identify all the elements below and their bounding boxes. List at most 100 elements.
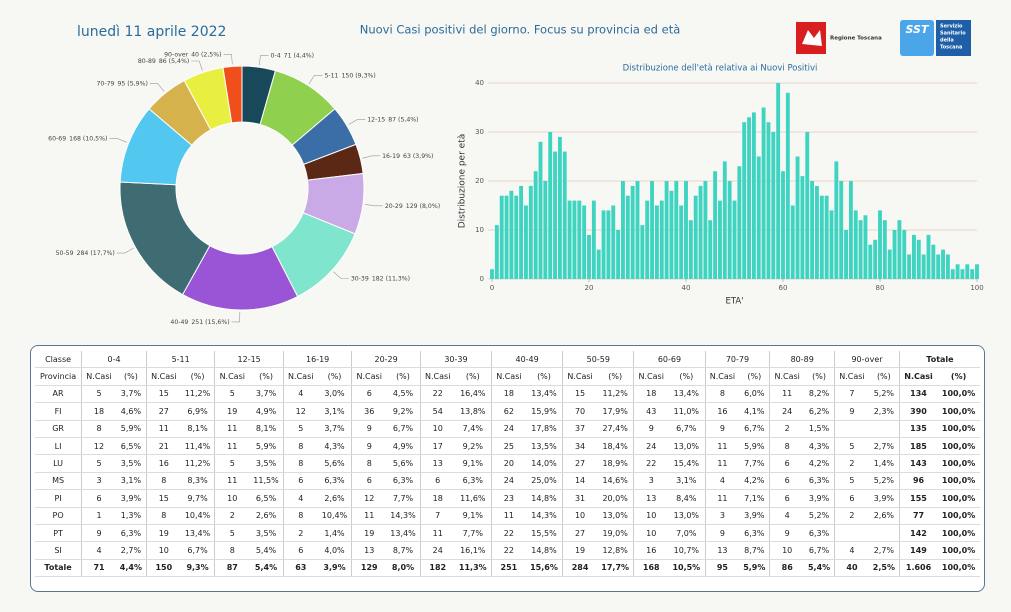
table-cell: 4,5%	[386, 385, 421, 404]
table-cell: 10	[633, 507, 669, 525]
table-cell: 11,0%	[668, 402, 706, 421]
bar	[718, 200, 722, 279]
slice-value: 71 (4,4%)	[284, 52, 314, 59]
table-cell: 6	[81, 489, 116, 508]
table-cell: 15,4%	[668, 454, 706, 473]
slice-label: 60-69 168 (10,5%)	[48, 136, 107, 143]
slice-value: 284 (17,7%)	[77, 250, 115, 257]
y-tick-label: 40	[475, 79, 484, 87]
bar	[742, 122, 747, 279]
table-cell: 3,7%	[115, 385, 147, 404]
table-cell: 19	[351, 524, 387, 543]
bar	[562, 151, 567, 279]
table-cell: 18	[81, 402, 116, 421]
subheader-cell: (%)	[868, 367, 900, 386]
table-cell: 129	[351, 558, 387, 578]
table-cell: 17,7%	[596, 558, 634, 578]
slice-category: 80-89	[138, 58, 156, 65]
bar	[790, 205, 795, 279]
slice-label: 50-59 284 (17,7%)	[56, 250, 115, 257]
subheader-cell: (%)	[668, 367, 706, 386]
bar	[945, 254, 950, 279]
table-cell: 3	[704, 507, 740, 525]
bar	[882, 220, 887, 279]
table-cell: 8	[145, 507, 181, 525]
subheader-cell: (%)	[525, 367, 563, 386]
bar	[776, 83, 781, 279]
table-cell: 5	[81, 454, 116, 473]
table-cell: 15	[145, 489, 181, 508]
bar	[761, 107, 766, 279]
class-header: 70-79	[704, 351, 770, 369]
table-cell: 10	[145, 541, 181, 560]
subheader-cell: (%)	[937, 367, 980, 386]
table-cell: 24	[419, 541, 455, 560]
subheader-cell: N.Casi	[351, 367, 387, 386]
x-tick-label: 0	[490, 284, 494, 292]
class-header: 60-69	[633, 351, 706, 369]
table-cell: 36	[351, 402, 387, 421]
table-cell: 13	[704, 541, 740, 560]
table-cell: 4,1%	[739, 402, 770, 421]
table-cell: 390	[898, 402, 938, 421]
slice-value: 168 (10,5%)	[69, 136, 107, 143]
subheader-cell: N.Casi	[491, 367, 526, 386]
table-row: AR 5 3,7% 15 11,2% 5 3,7% 4 3,0% 6 4,5% 22 16,4% 18 13…	[35, 385, 980, 404]
table-cell: 8,7%	[739, 541, 770, 560]
bar	[771, 132, 776, 279]
table-cell: 16,1%	[454, 541, 492, 560]
table-cell: 31	[562, 489, 597, 508]
table-cell: 13,0%	[668, 507, 706, 525]
table-cell: 3,1%	[115, 472, 147, 491]
table-cell: 6,3%	[454, 472, 492, 491]
table-cell: 6,5%	[115, 437, 147, 456]
table-row: PO 1 1,3% 8 10,4% 2 2,6% 8 10,4% 11 14,3% 7 9,1% 11 14…	[35, 507, 980, 525]
bar	[543, 181, 548, 279]
table-cell: 10	[633, 524, 669, 543]
table-cell: 6,7%	[739, 420, 770, 438]
table-cell: 6,3%	[115, 524, 147, 543]
slice-category: 70-79	[96, 81, 114, 88]
bar	[519, 185, 524, 279]
table-cell: 11	[351, 507, 387, 525]
table-cell: 1,4%	[317, 524, 352, 543]
table-cell: 150	[145, 558, 181, 578]
table-cell: 70	[562, 402, 597, 421]
table-cell: 100,0%	[937, 454, 980, 473]
table-cell: 17,9%	[596, 402, 634, 421]
table-cell: 18,9%	[596, 454, 634, 473]
bar	[587, 234, 591, 279]
table-cell: 24	[491, 472, 526, 491]
table-cell: 1,5%	[804, 420, 835, 438]
table-cell: 6,7%	[386, 420, 421, 438]
table-cell: 6,0%	[739, 385, 770, 404]
table-cell: 12	[81, 437, 116, 456]
table-cell: 37	[562, 420, 597, 438]
table-cell: 63	[282, 558, 318, 578]
page-title: Nuovi Casi positivi del giorno. Focus su…	[360, 23, 681, 37]
bar	[800, 176, 805, 279]
table-cell: 6	[351, 385, 387, 404]
table-cell: 9	[769, 524, 805, 543]
table-cell: 34	[562, 437, 597, 456]
table-row: PI 6 3,9% 15 9,7% 10 6,5% 4 2,6% 12 7,7% 18 11,6% 23 1…	[35, 489, 980, 508]
slice-category: 60-69	[48, 136, 66, 143]
table-cell: 11	[145, 420, 181, 438]
bar	[853, 210, 858, 279]
charts: lunedì 11 aprile 2022 Nuovi Casi positiv…	[48, 20, 984, 326]
bar	[630, 185, 635, 279]
table-cell	[834, 420, 869, 438]
bar	[810, 181, 815, 279]
table-cell: 13	[633, 489, 669, 508]
table-cell: 2	[214, 507, 250, 525]
table-cell: 8,4%	[668, 489, 706, 508]
subheader-cell: Provincia	[35, 367, 82, 386]
table-cell: PT	[35, 524, 82, 543]
table-cell: 14	[562, 472, 597, 491]
slice-category: 5-11	[324, 72, 338, 79]
table-cell: 95	[704, 558, 740, 578]
bar	[635, 181, 640, 279]
leader-line	[348, 119, 366, 125]
bar	[514, 195, 519, 279]
subheader-cell: (%)	[596, 367, 634, 386]
